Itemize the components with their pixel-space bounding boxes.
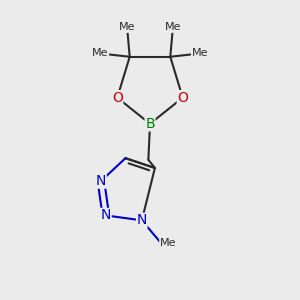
Text: Me: Me bbox=[92, 49, 109, 58]
Text: N: N bbox=[136, 213, 147, 227]
Text: O: O bbox=[177, 91, 188, 105]
Text: Me: Me bbox=[165, 22, 181, 32]
Text: O: O bbox=[112, 91, 123, 105]
Text: Me: Me bbox=[119, 22, 135, 32]
Text: N: N bbox=[96, 174, 106, 188]
Text: N: N bbox=[100, 208, 111, 222]
Text: Me: Me bbox=[160, 238, 176, 248]
Text: Me: Me bbox=[191, 49, 208, 58]
Text: B: B bbox=[145, 117, 155, 131]
